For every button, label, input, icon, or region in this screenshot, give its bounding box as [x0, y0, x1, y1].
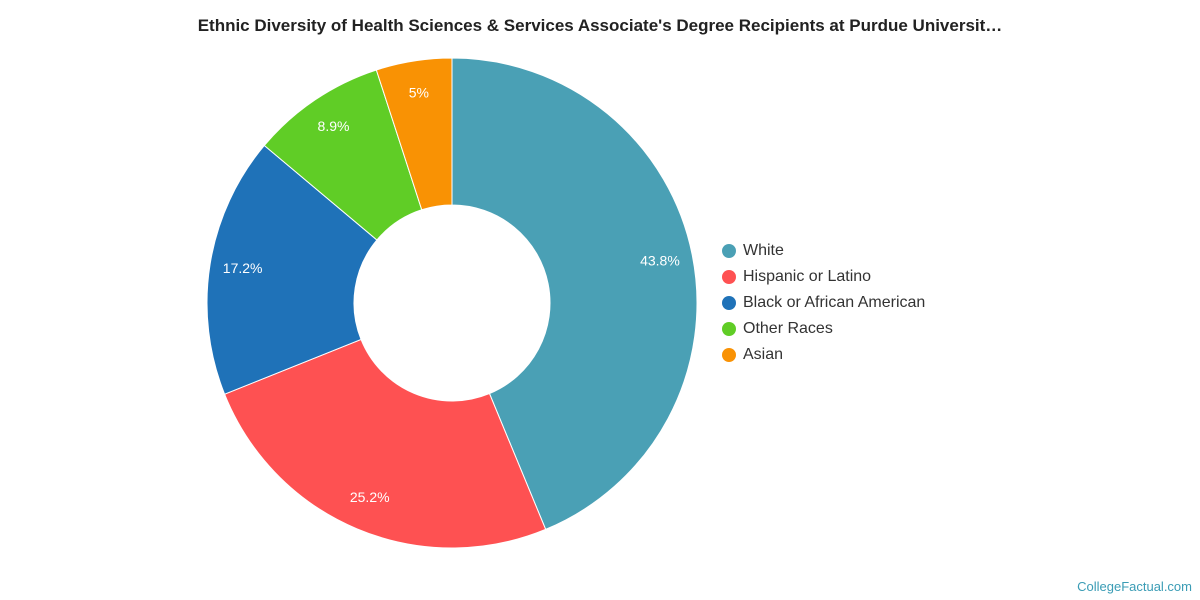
legend-marker-white	[722, 244, 736, 258]
slice-asian[interactable]	[375, 57, 453, 211]
slice-white[interactable]	[451, 57, 698, 531]
slice-label-white: 43.8%	[640, 252, 680, 268]
legend-label-other-races: Other Races	[743, 320, 833, 337]
slice-label-other-races: 8.9%	[318, 118, 350, 134]
chart-slice-labels: 43.8% 25.2% 17.2% 8.9% 5%	[223, 84, 680, 505]
legend-item-white[interactable]: White	[722, 242, 784, 259]
slice-label-asian: 5%	[409, 84, 429, 100]
legend-item-other-races[interactable]: Other Races	[722, 320, 833, 337]
legend-item-hispanic-or-latino[interactable]: Hispanic or Latino	[722, 268, 871, 285]
slice-label-hispanic-or-latino: 25.2%	[350, 489, 390, 505]
slice-hispanic-or-latino[interactable]	[223, 338, 547, 549]
chart-legend: White Hispanic or Latino Black or African …	[722, 242, 925, 363]
legend-marker-other-races	[722, 322, 736, 336]
legend-marker-hispanic-or-latino	[722, 270, 736, 284]
legend-item-black-or-african-american[interactable]: Black or African American	[722, 294, 925, 311]
slice-black-or-african-american[interactable]	[206, 144, 378, 395]
legend-marker-asian	[722, 348, 736, 362]
legend-label-black-or-african-american: Black or African American	[743, 294, 925, 311]
legend-label-hispanic-or-latino: Hispanic or Latino	[743, 268, 871, 285]
chart-slices	[206, 57, 698, 549]
legend-marker-black-or-african-american	[722, 296, 736, 310]
legend-item-asian[interactable]: Asian	[722, 346, 783, 363]
chart-title: Ethnic Diversity of Health Sciences & Se…	[197, 16, 1003, 35]
legend-label-white: White	[743, 242, 784, 259]
legend-label-asian: Asian	[743, 346, 783, 363]
slice-label-black-or-african-american: 17.2%	[223, 260, 263, 276]
watermark[interactable]: CollegeFactual.com	[1077, 579, 1192, 594]
